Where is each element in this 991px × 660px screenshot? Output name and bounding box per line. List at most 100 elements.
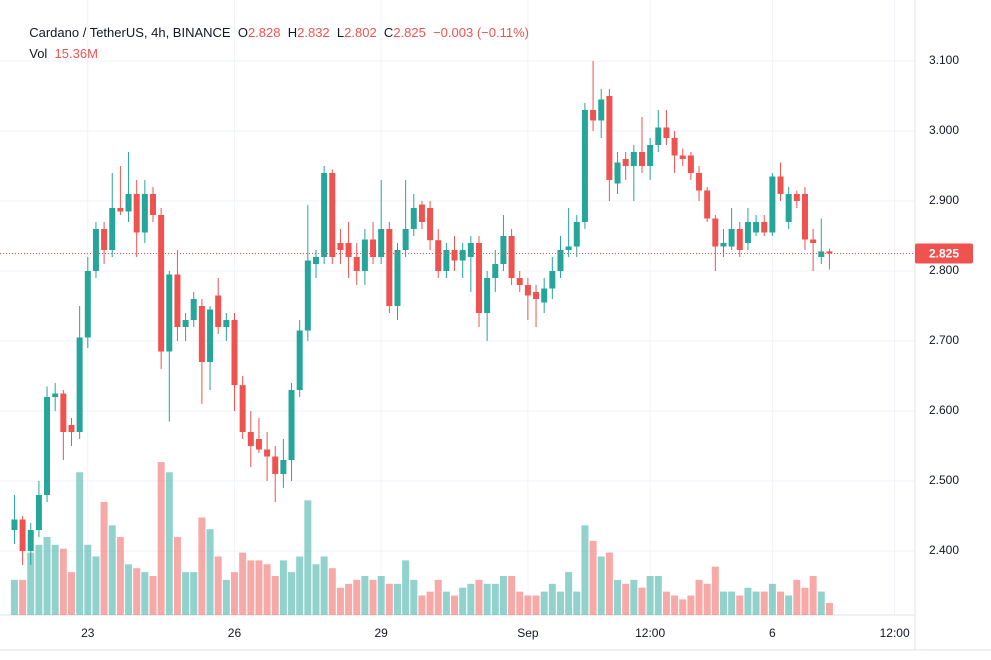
last-price-label: 2.825 bbox=[929, 247, 959, 261]
candle-body bbox=[215, 295, 222, 327]
candle-body bbox=[117, 207, 124, 212]
candle-body bbox=[475, 242, 482, 313]
volume-bar bbox=[92, 556, 100, 615]
volume-bar bbox=[475, 579, 483, 615]
candle-body bbox=[785, 193, 792, 222]
candle-body bbox=[671, 137, 678, 156]
y-tick-label: 3.000 bbox=[929, 123, 959, 137]
volume-bar bbox=[377, 576, 385, 615]
volume-bar bbox=[59, 548, 67, 615]
candle-body bbox=[598, 99, 605, 121]
volume-bar bbox=[581, 525, 589, 615]
volume-bar bbox=[662, 591, 670, 615]
volume-bar bbox=[84, 544, 92, 615]
candle-body bbox=[84, 270, 91, 338]
candle-body bbox=[231, 319, 238, 386]
volume-bar bbox=[43, 537, 51, 615]
volume-bar bbox=[288, 572, 296, 615]
volume-bar bbox=[27, 552, 35, 615]
volume-bar bbox=[679, 599, 687, 615]
volume-bar bbox=[695, 579, 703, 615]
volume-bar bbox=[10, 579, 18, 615]
volume-bar bbox=[442, 591, 450, 615]
candle-body bbox=[190, 298, 197, 320]
volume-bar bbox=[141, 572, 149, 615]
volume-bar bbox=[809, 576, 817, 615]
candle-body bbox=[647, 144, 654, 166]
y-tick-label: 2.500 bbox=[929, 473, 959, 487]
candle-body bbox=[109, 207, 116, 250]
candle-body bbox=[655, 127, 662, 145]
volume-bar bbox=[687, 595, 695, 615]
candle-body bbox=[321, 172, 328, 257]
volume-bar bbox=[336, 587, 344, 615]
volume-bar bbox=[451, 595, 459, 615]
symbol: Cardano / TetherUS, 4h, BINANCE bbox=[29, 25, 231, 40]
volume-bar bbox=[165, 472, 173, 615]
candle-body bbox=[386, 228, 393, 306]
volume-bar bbox=[369, 579, 377, 615]
ohlc-letter: C bbox=[383, 25, 394, 40]
volume-bar bbox=[296, 556, 304, 615]
volume-bar bbox=[173, 537, 181, 615]
candle-body bbox=[565, 246, 572, 250]
volume-bar bbox=[654, 576, 662, 615]
candle-body bbox=[312, 256, 319, 264]
volume-bar bbox=[508, 576, 516, 615]
volume-bar bbox=[646, 576, 654, 615]
volume-bar bbox=[785, 595, 793, 615]
candle-body bbox=[353, 256, 360, 271]
volume-bar bbox=[524, 595, 532, 615]
volume-bar bbox=[393, 583, 401, 615]
volume-bar bbox=[222, 579, 230, 615]
x-tick-label: 12:00 bbox=[635, 626, 665, 640]
candle-body bbox=[614, 162, 621, 184]
candle-body bbox=[573, 221, 580, 247]
candle-body bbox=[182, 319, 189, 327]
volume-bar bbox=[230, 572, 238, 615]
volume-bar bbox=[247, 560, 255, 615]
candle-body bbox=[484, 277, 491, 313]
volume-bar bbox=[312, 564, 320, 615]
candle-body bbox=[239, 385, 246, 433]
volume-bar bbox=[467, 583, 475, 615]
ohlc-value: 2.832 bbox=[297, 25, 330, 40]
volume-bar bbox=[149, 576, 157, 615]
volume-bar bbox=[483, 583, 491, 615]
x-tick-label: Sep bbox=[517, 626, 539, 640]
volume-bar bbox=[133, 568, 141, 615]
volume-bar bbox=[825, 603, 833, 615]
volume-bar bbox=[777, 591, 785, 615]
candle-body bbox=[11, 519, 18, 531]
candle-body bbox=[777, 176, 784, 194]
volume-bar bbox=[728, 591, 736, 615]
volume-bar bbox=[108, 525, 116, 615]
volume-bar bbox=[255, 560, 263, 615]
candle-body bbox=[500, 235, 507, 264]
volume-value: 15.36M bbox=[54, 46, 98, 61]
candle-body bbox=[280, 460, 287, 475]
volume-bar bbox=[434, 579, 442, 615]
candle-body bbox=[801, 193, 808, 240]
volume-bar bbox=[100, 501, 108, 615]
volume-bar bbox=[279, 560, 287, 615]
volume-legend: Vol 15.36M bbox=[22, 31, 98, 61]
candle-body bbox=[443, 249, 450, 271]
volume-bar bbox=[589, 540, 597, 615]
volume-bar bbox=[182, 572, 190, 615]
volume-bar bbox=[703, 583, 711, 615]
volume-bar bbox=[614, 579, 622, 615]
candle-body bbox=[410, 207, 417, 229]
volume-bar bbox=[385, 583, 393, 615]
volume-bar bbox=[516, 591, 524, 615]
candle-body bbox=[533, 291, 540, 299]
volume-bar bbox=[157, 462, 165, 615]
volume-bar bbox=[198, 517, 206, 615]
ohlc-value: 2.828 bbox=[247, 25, 281, 40]
candle-body bbox=[557, 249, 564, 271]
volume-bar bbox=[605, 552, 613, 615]
volume-bar bbox=[35, 544, 43, 615]
volume-bar bbox=[426, 591, 434, 615]
